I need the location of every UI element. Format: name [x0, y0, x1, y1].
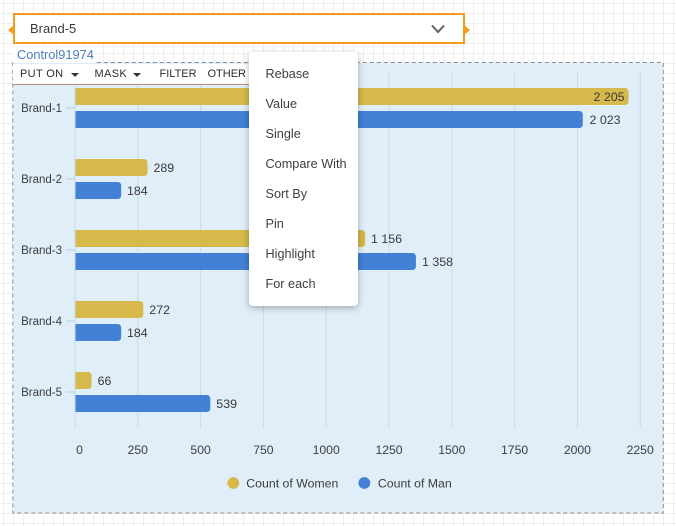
- svg-text:2000: 2000: [564, 443, 591, 457]
- svg-text:289: 289: [154, 161, 175, 175]
- svg-text:750: 750: [253, 443, 274, 457]
- svg-text:1500: 1500: [438, 443, 465, 457]
- svg-text:1250: 1250: [375, 443, 402, 457]
- svg-text:Brand-3: Brand-3: [21, 245, 62, 257]
- svg-text:1 156: 1 156: [371, 232, 402, 246]
- svg-text:539: 539: [216, 397, 237, 411]
- svg-text:500: 500: [190, 443, 211, 457]
- svg-text:Count of Man: Count of Man: [378, 476, 452, 490]
- svg-text:2250: 2250: [627, 443, 654, 457]
- svg-text:Brand-4: Brand-4: [21, 316, 63, 328]
- svg-text:Brand-2: Brand-2: [21, 174, 62, 186]
- svg-text:Brand-1: Brand-1: [21, 103, 62, 115]
- svg-text:Count of Women: Count of Women: [246, 476, 338, 490]
- svg-text:272: 272: [149, 303, 170, 317]
- svg-text:Brand-5: Brand-5: [21, 387, 62, 399]
- svg-text:66: 66: [98, 374, 112, 388]
- svg-text:184: 184: [127, 184, 148, 198]
- svg-text:1000: 1000: [313, 443, 340, 457]
- svg-text:0: 0: [76, 443, 83, 457]
- svg-text:2 205: 2 205: [593, 90, 624, 104]
- svg-text:2 023: 2 023: [590, 113, 621, 127]
- svg-text:1 358: 1 358: [422, 255, 453, 269]
- svg-text:184: 184: [127, 326, 148, 340]
- svg-text:1750: 1750: [501, 443, 528, 457]
- svg-text:250: 250: [128, 443, 149, 457]
